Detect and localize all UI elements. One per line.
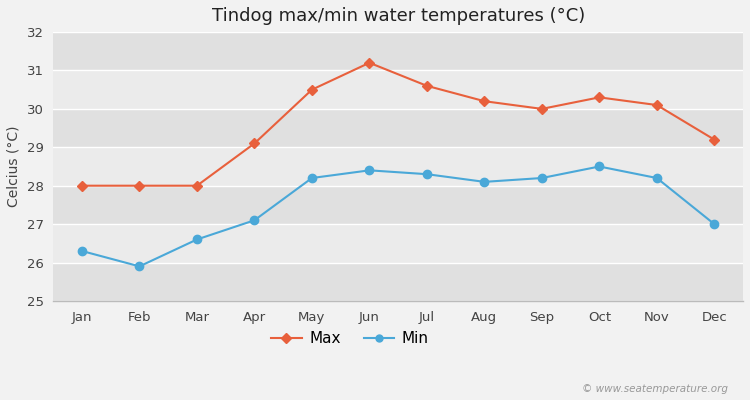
Bar xyxy=(53,109,743,147)
Bar xyxy=(53,147,743,186)
Bar xyxy=(53,70,743,109)
Bar xyxy=(53,32,743,70)
Bar xyxy=(53,262,743,301)
Text: © www.seatemperature.org: © www.seatemperature.org xyxy=(581,384,728,394)
Bar xyxy=(53,224,743,262)
Bar xyxy=(53,186,743,224)
Legend: Max, Min: Max, Min xyxy=(265,325,435,352)
Title: Tindog max/min water temperatures (°C): Tindog max/min water temperatures (°C) xyxy=(211,7,585,25)
Y-axis label: Celcius (°C): Celcius (°C) xyxy=(7,126,21,207)
